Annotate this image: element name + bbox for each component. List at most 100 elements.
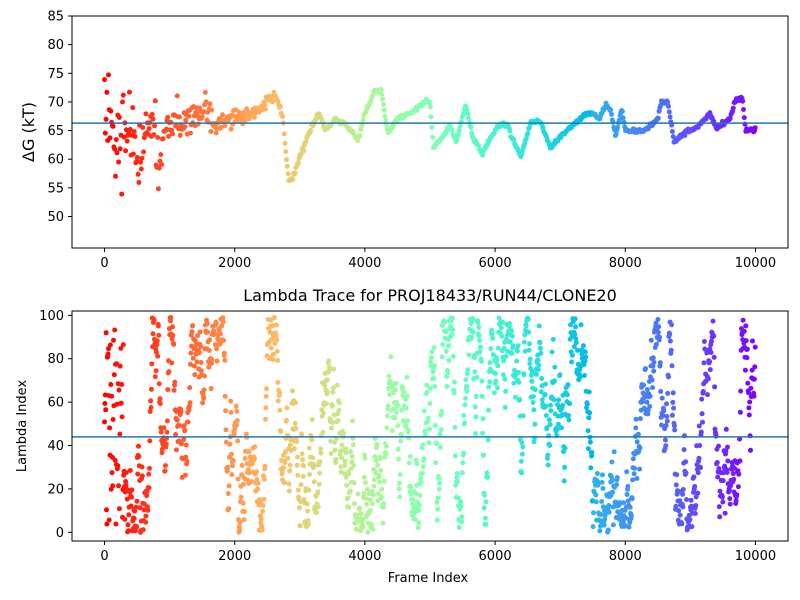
lambda-point bbox=[486, 384, 492, 390]
lambda-point bbox=[351, 462, 357, 468]
delta-g-point bbox=[186, 113, 192, 119]
lambda-point bbox=[241, 509, 247, 515]
lambda-point bbox=[701, 339, 707, 344]
lambda-point bbox=[289, 388, 295, 394]
lambda-point bbox=[716, 504, 722, 510]
lambda-point bbox=[170, 332, 176, 338]
lambda-point bbox=[161, 425, 167, 431]
lambda-point bbox=[735, 484, 741, 490]
lambda-point bbox=[148, 386, 154, 392]
lambda-point bbox=[527, 341, 532, 347]
lambda-point bbox=[526, 329, 532, 335]
lambda-point bbox=[416, 502, 422, 508]
lambda-point bbox=[440, 342, 446, 347]
lambda-point bbox=[105, 351, 111, 357]
lambda-point bbox=[405, 418, 411, 424]
lambda-point bbox=[132, 528, 138, 534]
lambda-point bbox=[239, 462, 245, 468]
lambda-point bbox=[439, 408, 445, 414]
lambda-point bbox=[125, 522, 131, 528]
lambda-point bbox=[620, 519, 626, 525]
lambda-point bbox=[549, 349, 555, 355]
lambda-point bbox=[240, 500, 246, 506]
lambda-point bbox=[477, 349, 483, 355]
lambda-point bbox=[586, 415, 592, 421]
lambda-point bbox=[286, 481, 292, 487]
lambda-point bbox=[112, 327, 118, 333]
lambda-point bbox=[301, 463, 307, 469]
lambda-point bbox=[432, 363, 438, 368]
lambda-point bbox=[198, 368, 204, 374]
lambda-point bbox=[300, 473, 306, 479]
lambda-point bbox=[437, 431, 443, 437]
lambda-point bbox=[460, 460, 466, 466]
y-tick-label: 85 bbox=[47, 10, 64, 25]
lambda-point bbox=[494, 385, 500, 391]
lambda-point bbox=[621, 500, 627, 506]
lambda-point bbox=[348, 449, 354, 455]
lambda-point bbox=[165, 387, 171, 393]
delta-g-point bbox=[285, 171, 291, 177]
lambda-point bbox=[657, 334, 662, 340]
delta-g-point bbox=[188, 130, 193, 136]
lambda-point bbox=[515, 343, 521, 349]
lambda-point bbox=[416, 508, 421, 514]
lambda-point bbox=[425, 415, 431, 421]
lambda-point bbox=[332, 447, 338, 453]
lambda-point bbox=[653, 341, 659, 347]
delta-g-ylabel: ΔG (kT) bbox=[19, 102, 38, 162]
lambda-point bbox=[532, 387, 538, 393]
lambda-point bbox=[155, 323, 161, 329]
delta-g-point bbox=[752, 125, 758, 131]
lambda-point bbox=[666, 374, 671, 380]
lambda-point bbox=[156, 332, 162, 338]
lambda-point bbox=[145, 507, 151, 513]
lambda-point bbox=[503, 388, 509, 394]
lambda-point bbox=[531, 439, 537, 445]
lambda-point bbox=[428, 355, 434, 361]
x-tick-label: 4000 bbox=[348, 256, 381, 271]
lambda-panel: Lambda Trace for PROJ18433/RUN44/CLONE20… bbox=[15, 286, 789, 586]
lambda-point bbox=[164, 429, 170, 435]
lambda-point bbox=[711, 354, 717, 360]
lambda-point bbox=[501, 345, 507, 351]
lambda-point bbox=[228, 409, 234, 415]
lambda-point bbox=[535, 357, 541, 363]
lambda-point bbox=[565, 382, 571, 388]
lambda-point bbox=[261, 476, 267, 482]
lambda-point bbox=[278, 429, 284, 435]
lambda-point bbox=[305, 521, 311, 527]
lambda-point bbox=[403, 405, 409, 411]
lambda-point bbox=[606, 503, 612, 508]
delta-g-point bbox=[383, 117, 389, 123]
lambda-point bbox=[374, 443, 380, 449]
lambda-point bbox=[610, 489, 616, 495]
delta-g-point bbox=[151, 132, 157, 138]
lambda-point bbox=[667, 331, 673, 337]
lambda-point bbox=[393, 409, 399, 415]
lambda-point bbox=[679, 521, 685, 527]
lambda-point bbox=[531, 407, 537, 413]
lambda-point bbox=[461, 450, 466, 456]
delta-g-point bbox=[616, 117, 622, 123]
lambda-point bbox=[190, 323, 196, 329]
lambda-point bbox=[255, 486, 261, 492]
lambda-point bbox=[651, 368, 657, 374]
y-tick-label: 100 bbox=[39, 309, 64, 324]
lambda-point bbox=[304, 501, 310, 507]
y-tick-label: 65 bbox=[47, 124, 64, 139]
lambda-point bbox=[224, 468, 230, 474]
lambda-point bbox=[419, 470, 425, 476]
lambda-point bbox=[530, 400, 536, 405]
lambda-point bbox=[537, 340, 543, 346]
lambda-point bbox=[734, 492, 740, 498]
lambda-point bbox=[741, 328, 747, 334]
lambda-point bbox=[598, 512, 604, 518]
lambda-point bbox=[112, 457, 118, 463]
x-tick-label: 10000 bbox=[735, 549, 776, 564]
lambda-point bbox=[306, 445, 312, 451]
lambda-point bbox=[695, 470, 701, 476]
delta-g-point bbox=[138, 166, 144, 172]
delta-g-point bbox=[119, 191, 125, 197]
lambda-point bbox=[287, 462, 293, 468]
